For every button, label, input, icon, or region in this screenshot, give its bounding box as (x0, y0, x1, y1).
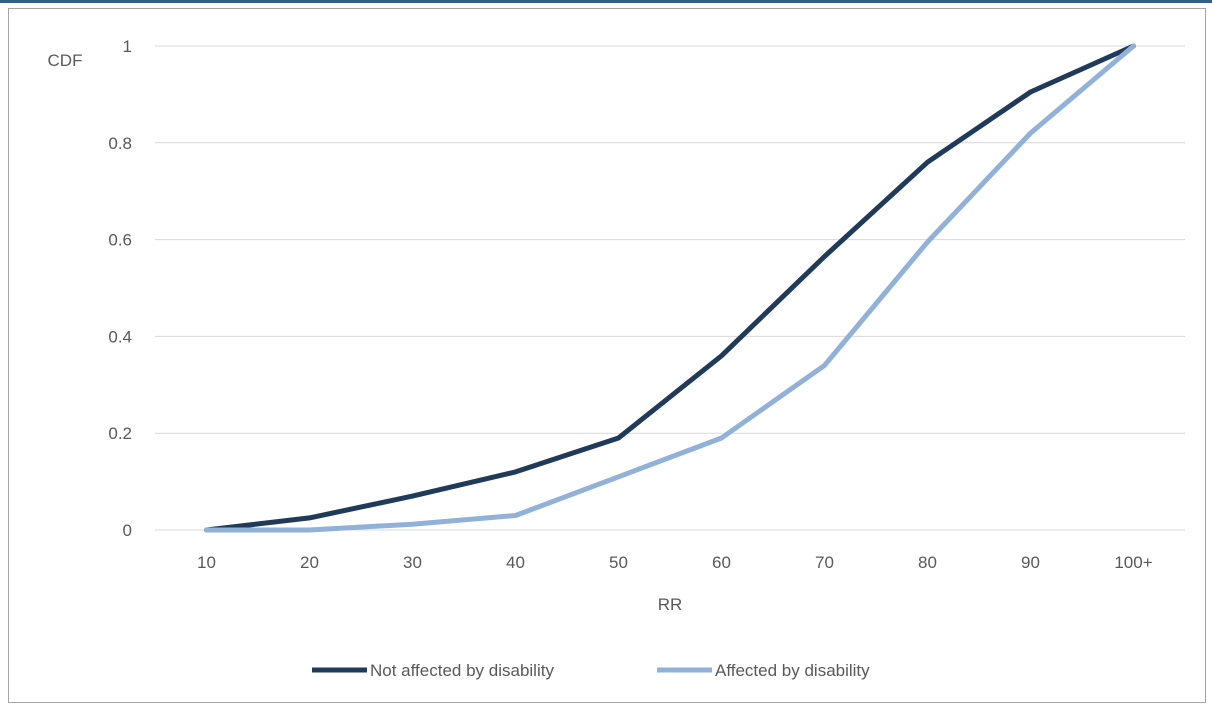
x-tick-label: 40 (506, 553, 525, 572)
x-tick-label: 50 (609, 553, 628, 572)
x-tick-label: 100+ (1114, 553, 1152, 572)
series-lines (204, 43, 1136, 533)
legend: Not affected by disability Affected by d… (312, 661, 870, 680)
x-tick-label: 20 (300, 553, 319, 572)
x-tick-label: 10 (197, 553, 216, 572)
y-tick-label: 0.6 (108, 231, 132, 250)
x-tick-label: 80 (918, 553, 937, 572)
y-tick-label: 1 (123, 37, 132, 56)
y-axis-title: CDF (48, 51, 83, 70)
y-tick-label: 0.4 (108, 327, 132, 346)
y-tick-label: 0 (123, 521, 132, 540)
series-line-0 (204, 43, 1136, 533)
legend-label-affected: Affected by disability (715, 661, 870, 680)
axes: 0 0.2 0.4 0.6 0.8 1 10 20 30 40 50 60 70 80 90 100+ (108, 37, 1152, 572)
top-rule (0, 0, 1212, 3)
x-tick-label: 90 (1021, 553, 1040, 572)
gridlines (155, 45, 1185, 531)
series-line-1 (204, 43, 1136, 533)
legend-label-not-affected: Not affected by disability (370, 661, 554, 680)
y-tick-label: 0.2 (108, 424, 132, 443)
x-axis-title: RR (658, 595, 683, 614)
x-tick-label: 30 (403, 553, 422, 572)
chart-frame (8, 8, 1206, 703)
x-tick-label: 70 (815, 553, 834, 572)
x-tick-label: 60 (712, 553, 731, 572)
y-tick-label: 0.8 (108, 134, 132, 153)
